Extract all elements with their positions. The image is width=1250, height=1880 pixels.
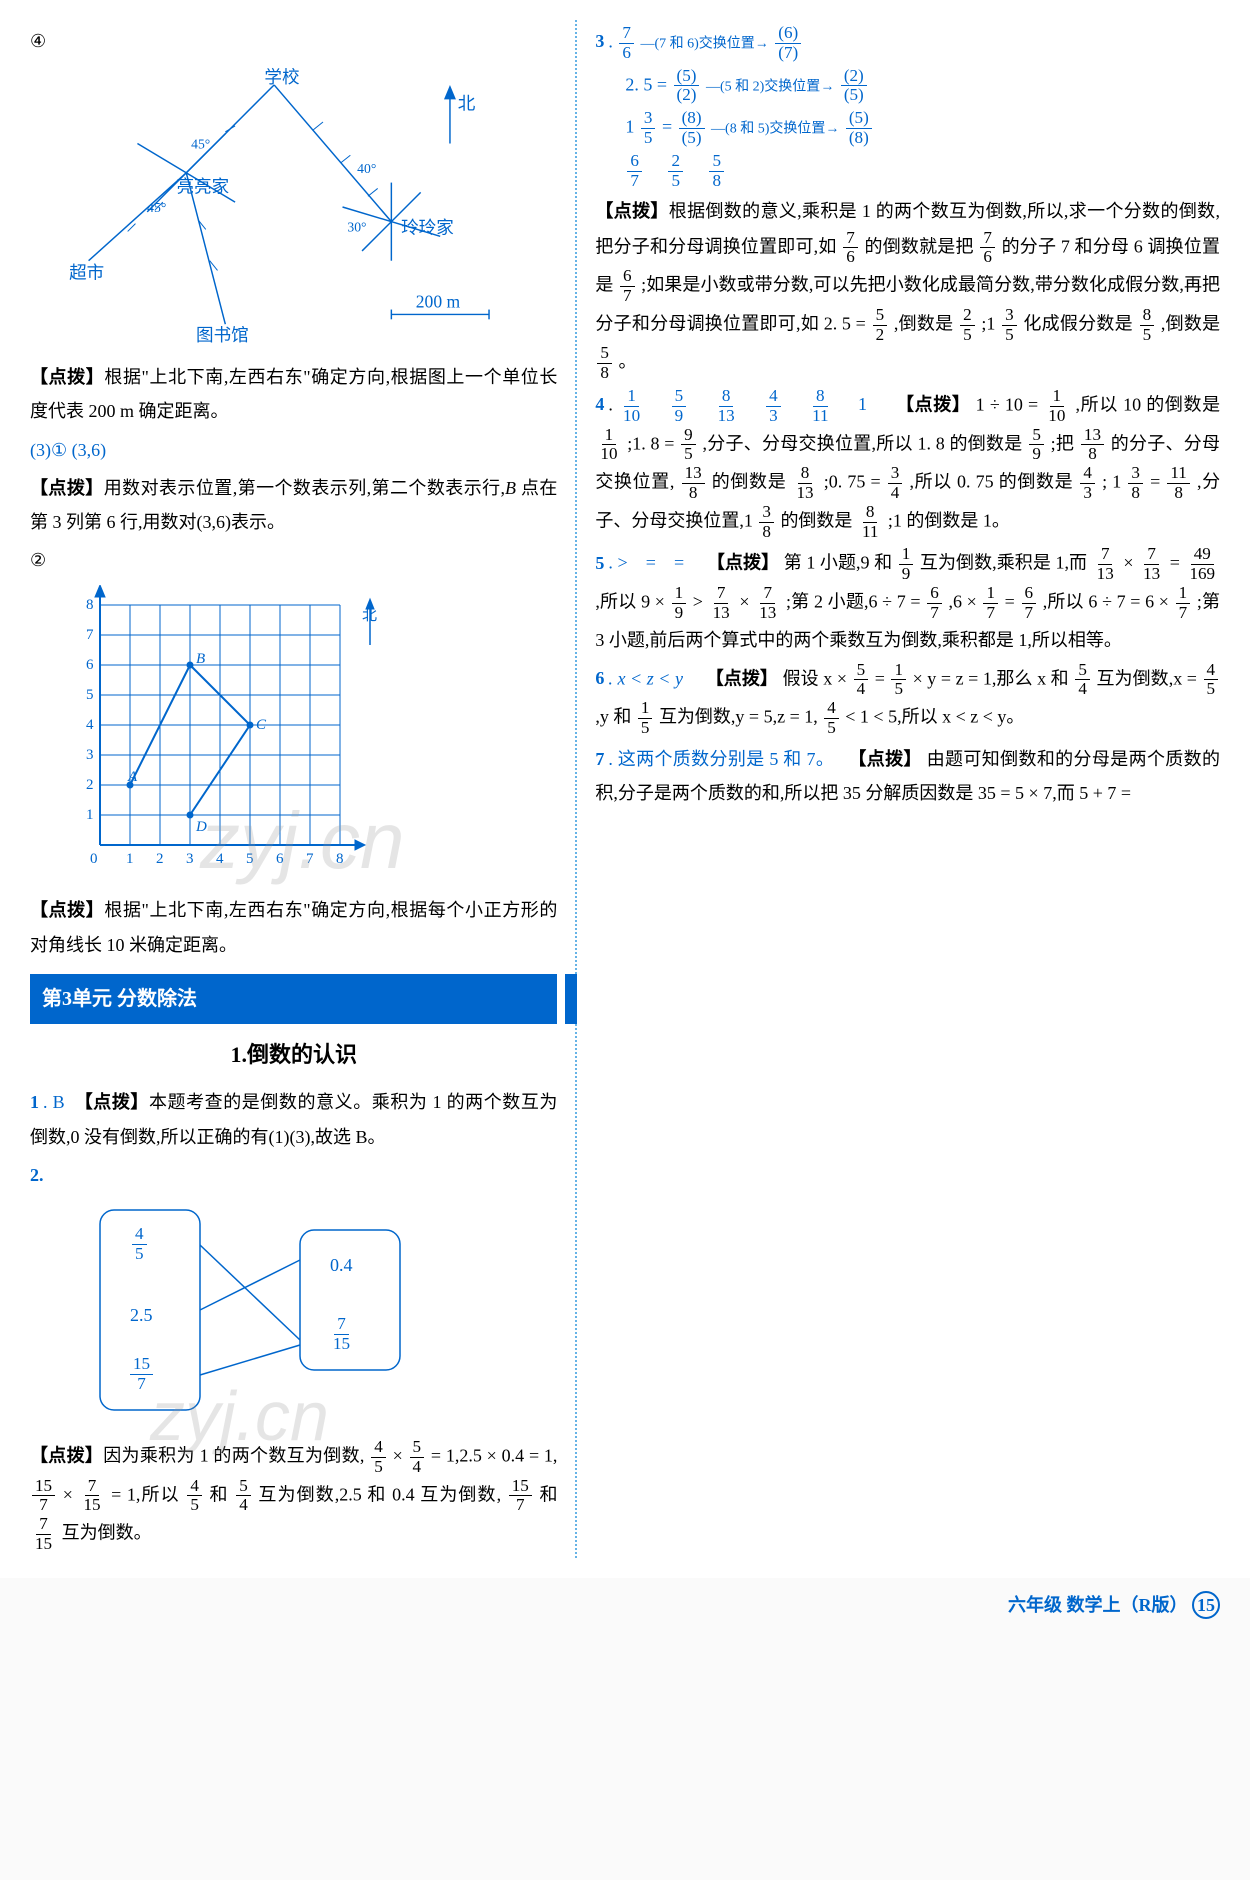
q6-num: 6	[595, 668, 604, 688]
match-diagram: 45 2.5 157 0.4 715 zyj.cn	[30, 1200, 450, 1430]
dianbo-label: 【点拨】	[84, 1092, 149, 1112]
svg-text:A: A	[127, 769, 138, 785]
label-library: 图书馆	[196, 325, 249, 345]
svg-text:3: 3	[86, 747, 94, 763]
frac: 157	[130, 1355, 153, 1394]
dianbo-label: 【点拨】	[595, 201, 668, 221]
dianbo-text: 根据"上北下南,左西右东"确定方向,根据图上一个单位长度代表 200 m 确定距…	[30, 367, 557, 421]
svg-text:0: 0	[90, 851, 98, 867]
section-title: 1.倒数的认识	[30, 1034, 557, 1076]
svg-text:B: B	[196, 651, 205, 667]
text: 根据"上北下南,左西右东"确定方向,根据每个小正方形的对角线长 10 米确定距离…	[30, 900, 557, 954]
svg-text:2: 2	[156, 851, 164, 867]
q5-num: 5	[595, 553, 604, 573]
svg-text:8: 8	[336, 851, 344, 867]
var-b: B	[505, 478, 516, 498]
page-footer: 六年级 数学上（R版） 15	[0, 1578, 1250, 1632]
dianbo-label: 【点拨】	[30, 900, 104, 920]
q4-marker: ④	[30, 31, 46, 51]
svg-text:2: 2	[86, 777, 94, 793]
q4-num: 4	[595, 394, 604, 414]
q1-num: 1	[30, 1092, 39, 1112]
q2-num: 2.	[30, 1165, 44, 1185]
svg-text:5: 5	[246, 851, 254, 867]
angle-45a: 45°	[191, 137, 210, 152]
dianbo-label: 【点拨】	[30, 367, 104, 387]
angle-40: 40°	[357, 161, 376, 176]
q1-ans: . B	[43, 1092, 65, 1112]
ans-3-1: (3)① (3,6)	[30, 433, 557, 467]
svg-text:7: 7	[306, 851, 314, 867]
label-school: 学校	[264, 67, 299, 87]
label-north: 北	[458, 94, 476, 114]
match-item: 2.5	[130, 1298, 153, 1332]
dianbo-label: 【点拨】	[30, 478, 104, 498]
label-ling: 玲玲家	[401, 218, 454, 238]
match-item: 0.4	[330, 1248, 353, 1282]
text: 因为乘积为 1 的两个数互为倒数,	[103, 1445, 364, 1465]
label-liang: 亮亮家	[176, 177, 229, 197]
svg-text:C: C	[256, 717, 267, 733]
svg-text:D: D	[195, 819, 207, 835]
footer-grade: 六年级 数学上（R版）	[1008, 1595, 1188, 1615]
angle-30: 30°	[347, 220, 366, 235]
svg-text:7: 7	[86, 627, 94, 643]
page: ④	[0, 0, 1250, 1578]
q3-num: 3	[595, 31, 604, 51]
svg-text:1: 1	[126, 851, 134, 867]
angle-45b: 45°	[147, 200, 166, 215]
q2-marker: ②	[30, 550, 46, 570]
unit-header: 第3单元 分数除法	[30, 974, 557, 1024]
frac: 715	[330, 1315, 353, 1354]
svg-text:4: 4	[86, 717, 94, 733]
svg-text:北: 北	[362, 607, 377, 624]
frac: 45	[132, 1225, 147, 1264]
text: 用数对表示位置,第一个数表示列,第二个数表示行,	[104, 478, 505, 498]
svg-text:1: 1	[86, 807, 94, 823]
svg-text:6: 6	[276, 851, 284, 867]
svg-text:5: 5	[86, 687, 94, 703]
direction-diagram: 学校 北 亮亮家 玲玲家 超市 图书馆 200 m 45° 45° 40° 30…	[30, 62, 557, 352]
grid-diagram: 0 1 2 3 4 5 6 7 8 1 2 3 4 5 6 7 8	[70, 585, 390, 885]
svg-text:3: 3	[186, 851, 194, 867]
svg-text:4: 4	[216, 851, 224, 867]
svg-text:8: 8	[86, 597, 94, 613]
label-market: 超市	[69, 262, 104, 282]
footer-page: 15	[1192, 1591, 1220, 1619]
svg-text:6: 6	[86, 657, 94, 673]
label-scale: 200 m	[416, 292, 461, 312]
dianbo-label: 【点拨】	[30, 1445, 103, 1465]
left-column: ④	[30, 20, 577, 1558]
right-column: 3. 76 ―(7 和 6)交换位置→ (6)(7) 2. 5 = (5)(2)…	[577, 20, 1220, 1558]
q7-num: 7	[595, 749, 604, 769]
